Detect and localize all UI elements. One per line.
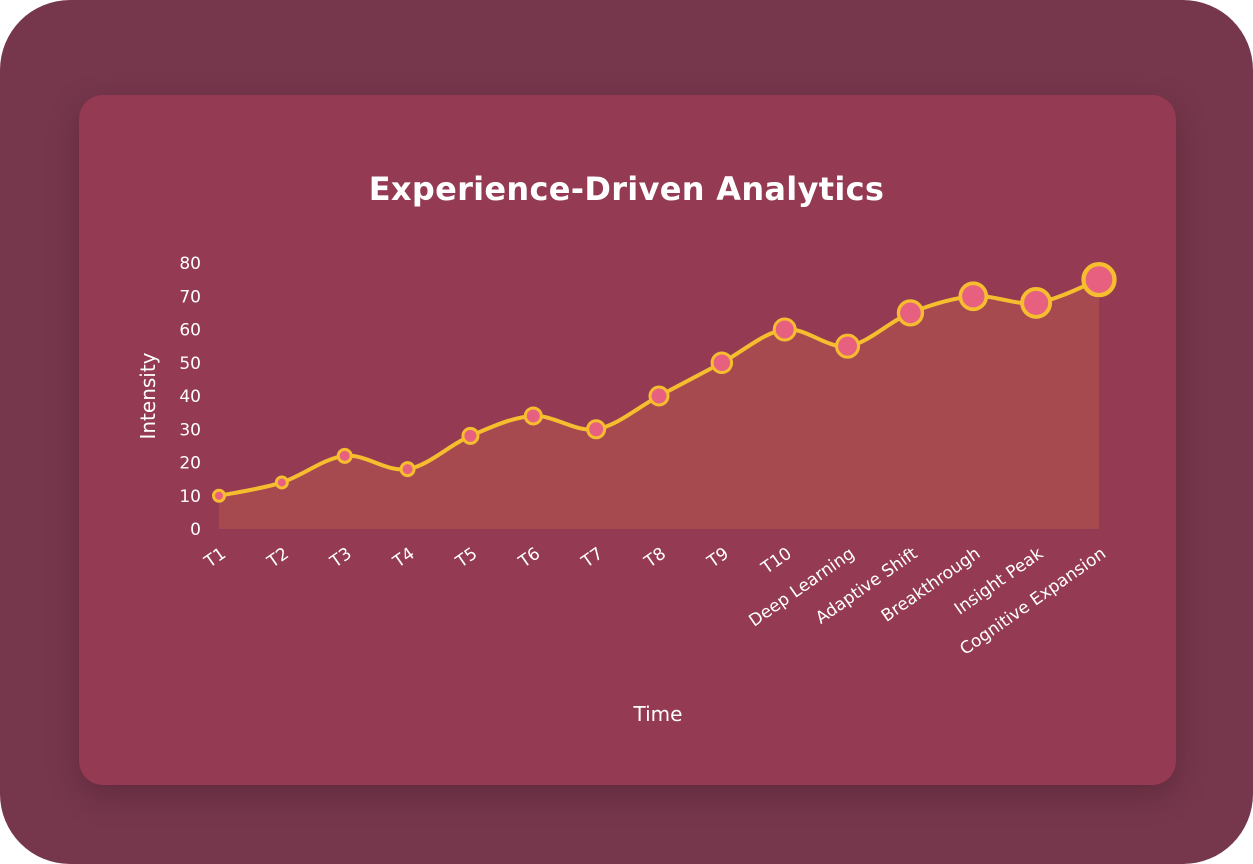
y-tick-label: 60 [179, 321, 201, 341]
x-tick-label: T10 [757, 544, 796, 579]
x-tick-label: T8 [640, 544, 670, 573]
x-tick-label: T4 [389, 544, 419, 573]
y-tick-label: 0 [190, 520, 201, 540]
data-point [212, 488, 226, 503]
y-tick-label: 20 [179, 454, 201, 474]
y-tick-label: 50 [179, 354, 201, 374]
data-point [772, 317, 797, 342]
data-point [710, 351, 734, 374]
x-tick-label: T5 [452, 544, 482, 573]
y-tick-label: 30 [179, 420, 201, 440]
data-point [274, 475, 289, 490]
x-tick-label: T1 [200, 544, 230, 573]
data-point [648, 385, 670, 407]
y-axis-label: Intensity [136, 352, 160, 439]
y-tick-label: 70 [179, 287, 201, 307]
chart-title: Experience-Driven Analytics [368, 170, 885, 208]
y-tick-label: 80 [179, 254, 201, 274]
data-point [461, 426, 480, 445]
x-axis-label: Time [633, 702, 683, 726]
data-point [336, 447, 353, 464]
data-point [523, 406, 543, 426]
y-axis-ticks: 0 10 20 30 40 50 60 70 80 [179, 254, 201, 540]
data-point [896, 299, 925, 327]
x-tick-label: T2 [263, 544, 293, 573]
data-markers [212, 261, 1117, 503]
data-point [958, 281, 989, 312]
data-point [1081, 261, 1117, 298]
data-point [1020, 286, 1053, 319]
x-tick-label: T9 [703, 544, 733, 573]
x-tick-label: T3 [326, 544, 356, 573]
x-tick-label: Deep Learning [745, 544, 858, 632]
data-point [835, 333, 861, 359]
y-tick-label: 10 [179, 487, 201, 507]
x-tick-label: T6 [514, 544, 544, 573]
y-tick-label: 40 [179, 387, 201, 407]
x-tick-label: T7 [577, 544, 607, 573]
data-point [399, 461, 416, 478]
data-point [586, 419, 607, 440]
